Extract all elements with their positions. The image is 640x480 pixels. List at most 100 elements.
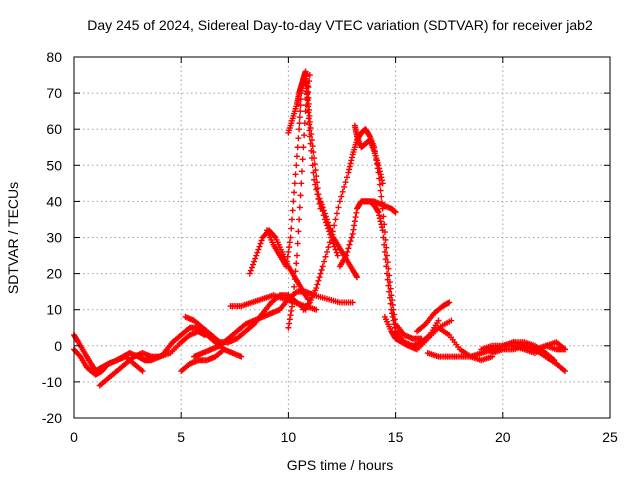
data-point — [333, 210, 340, 217]
data-point — [307, 140, 314, 147]
series-arc-16 — [351, 122, 386, 187]
data-point — [328, 228, 335, 235]
data-point — [322, 253, 329, 260]
data-point — [346, 166, 353, 173]
data-point — [308, 137, 315, 144]
data-point — [287, 234, 294, 241]
data-point — [336, 198, 343, 205]
data-point — [349, 299, 356, 306]
data-point — [292, 171, 299, 178]
data-point — [378, 174, 385, 181]
data-point — [315, 277, 322, 284]
data-point — [378, 193, 385, 200]
data-point — [321, 258, 328, 265]
series-arc-11 — [285, 75, 324, 212]
data-point — [248, 264, 255, 271]
data-point — [255, 246, 262, 253]
data-point — [290, 291, 297, 298]
data-point — [383, 263, 390, 270]
data-point — [343, 252, 350, 259]
y-tick-label: 20 — [46, 266, 62, 282]
data-point — [327, 225, 334, 232]
data-point — [303, 102, 310, 109]
data-point — [308, 155, 315, 162]
y-tick-label: 0 — [54, 338, 62, 354]
data-point — [384, 252, 391, 259]
data-point — [326, 222, 333, 229]
data-point — [305, 84, 312, 91]
data-point — [246, 270, 253, 277]
series-arc-3 — [96, 328, 208, 389]
data-point — [339, 188, 346, 195]
data-point — [379, 180, 386, 187]
data-point — [334, 252, 341, 259]
data-point — [348, 157, 355, 164]
data-point — [319, 204, 326, 211]
series-arc-12 — [285, 72, 313, 331]
data-point — [283, 258, 290, 265]
data-point — [383, 244, 390, 251]
data-point — [350, 226, 357, 233]
data-point — [348, 234, 355, 241]
data-point — [286, 316, 293, 323]
data-point — [375, 162, 382, 169]
data-point — [305, 109, 312, 116]
data-point — [323, 216, 330, 223]
data-point — [321, 210, 328, 217]
data-point — [291, 189, 298, 196]
data-point — [384, 270, 391, 277]
data-point — [310, 169, 317, 176]
data-point — [288, 307, 295, 314]
data-point — [351, 218, 358, 225]
data-point — [551, 357, 558, 364]
data-point — [290, 198, 297, 205]
data-point — [319, 263, 326, 270]
data-point — [347, 160, 354, 167]
y-tick-label: 80 — [46, 49, 62, 65]
data-point — [342, 179, 349, 186]
x-tick-label: 25 — [602, 429, 618, 445]
data-point — [387, 285, 394, 292]
data-point — [258, 237, 265, 244]
data-point — [296, 126, 303, 133]
chart-title: Day 245 of 2024, Sidereal Day-to-day VTE… — [87, 17, 593, 33]
series-arc-14 — [317, 198, 361, 281]
data-point — [74, 337, 81, 344]
data-point — [251, 258, 258, 265]
data-point — [377, 171, 384, 178]
data-point — [313, 173, 320, 180]
data-point — [295, 135, 302, 142]
data-point — [253, 252, 260, 259]
data-point — [286, 239, 293, 246]
data-point — [298, 168, 305, 175]
data-point — [305, 300, 312, 307]
data-point — [379, 224, 386, 231]
data-point — [289, 207, 296, 214]
data-point — [304, 97, 311, 104]
data-point — [291, 180, 298, 187]
data-point — [385, 282, 392, 289]
data-point — [335, 204, 342, 211]
data-point — [252, 255, 259, 262]
data-point — [316, 274, 323, 281]
data-point — [323, 248, 330, 255]
data-point — [139, 368, 146, 375]
data-point — [306, 127, 313, 134]
data-point — [285, 248, 292, 255]
data-point — [294, 144, 301, 151]
data-point — [305, 115, 312, 122]
data-point — [306, 133, 313, 140]
data-point — [353, 273, 360, 280]
data-point — [297, 102, 304, 109]
data-point — [389, 313, 396, 320]
data-point — [381, 241, 388, 248]
data-point — [293, 252, 300, 259]
data-point — [366, 132, 373, 139]
data-point — [301, 132, 308, 139]
data-point — [376, 165, 383, 172]
data-point — [320, 207, 327, 214]
data-point — [284, 253, 291, 260]
data-point — [329, 231, 336, 238]
series-arc-19 — [414, 299, 453, 335]
